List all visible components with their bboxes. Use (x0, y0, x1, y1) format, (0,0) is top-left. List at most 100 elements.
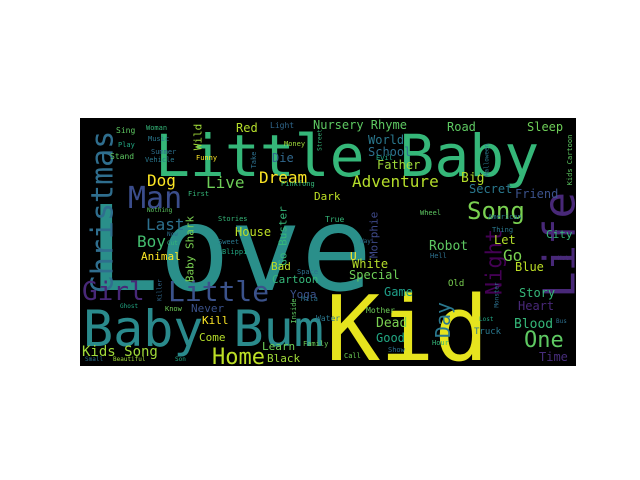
word-stories: Stories (218, 215, 248, 223)
word-last: Last (146, 215, 185, 234)
word-vehicle: Vehicle (145, 156, 175, 164)
word-white: White (352, 257, 388, 271)
word-music: Music (148, 135, 169, 143)
word-stand: Stand (110, 152, 134, 161)
word-beautiful: Beautiful (113, 356, 146, 363)
word-friend: Friend (515, 187, 558, 201)
word-special: Special (349, 268, 400, 282)
word-killer: Killer (157, 279, 164, 301)
word-american: American (488, 213, 522, 221)
word-big: Big (461, 171, 484, 186)
word-monster: Monster (494, 282, 501, 308)
word-family: Family (303, 340, 328, 348)
word-road: Road (447, 120, 476, 134)
word-school: School (368, 145, 411, 159)
word-call: Call (344, 352, 361, 360)
word-inside: Inside (290, 298, 298, 323)
word-water: Water (316, 314, 340, 323)
word-game: Game (384, 285, 413, 299)
word-truck: Truck (474, 327, 502, 337)
word-kill: Kill (202, 314, 229, 327)
word-red: Red (236, 121, 258, 135)
word-small: Small (85, 356, 103, 363)
word-go: Go (503, 246, 522, 265)
word-pinkfong: Pinkfong (281, 180, 315, 188)
word-yoga: Yoga (290, 288, 317, 301)
word-light: Light (270, 121, 294, 130)
word-come: Come (199, 331, 226, 344)
word-know: Know (165, 305, 183, 313)
word-kid: Kid (326, 277, 489, 382)
word-christmas: Christmas (86, 131, 121, 294)
word-black: Black (267, 352, 300, 365)
word-sweet: Sweet (218, 238, 239, 246)
word-never: Never (191, 302, 224, 315)
word-wheel: Wheel (420, 209, 441, 217)
word-man: Man (128, 181, 182, 216)
word-kids-song: Kids Song (82, 344, 158, 360)
word-sleep: Sleep (527, 120, 563, 134)
word-hour: Hour (432, 339, 449, 347)
word-way: Way (360, 238, 371, 245)
word-let: Let (494, 233, 516, 247)
word-good: Good (376, 331, 405, 345)
word-dead: Dead (376, 316, 407, 331)
word-take: Take (250, 152, 258, 169)
word-u: U (350, 250, 357, 263)
word-mother: Mother (366, 306, 395, 315)
word-summer: Summer (151, 148, 176, 156)
word-robot: Robot (429, 239, 468, 254)
word-boy: Boy (137, 232, 166, 251)
word-now: Now (167, 231, 178, 238)
word-house: House (235, 225, 271, 239)
word-cartoon: Cartoon (272, 273, 318, 286)
word-old: Old (448, 279, 464, 289)
word-play: Play (118, 141, 135, 149)
word-home: Home (212, 345, 265, 370)
word-thing: Thing (492, 226, 513, 234)
word-one: One (524, 328, 564, 353)
word-nursery-rhyme: Nursery Rhyme (313, 118, 407, 132)
word-woman: Woman (146, 124, 167, 132)
word-animal: Animal (141, 250, 181, 263)
word-heart: Heart (518, 299, 554, 313)
word-sing: Sing (116, 126, 135, 135)
word-funny: Funny (196, 154, 217, 162)
word-dark: Dark (314, 190, 341, 203)
word-song: Song (467, 197, 525, 225)
word-wild: Wild (192, 124, 205, 151)
word-girl: Girl (82, 277, 145, 307)
word-evil: Evil (376, 154, 393, 162)
word-first: First (188, 190, 209, 198)
word-bad: Bad (271, 260, 291, 273)
word-kids-cartoon: Kids Cartoon (566, 135, 574, 186)
word-hot: Hot (558, 255, 569, 262)
word-day: Day (431, 302, 455, 338)
word-show: Show (388, 346, 406, 354)
word-cloud-background (80, 118, 576, 366)
word-baby-shark: Baby Shark (184, 216, 197, 283)
word-money: Money (284, 140, 305, 148)
word-little: Little (168, 275, 269, 308)
word-city: City (546, 228, 573, 241)
word-story: Story (519, 286, 555, 300)
word-world: World (368, 133, 404, 147)
word-baby-bum: Baby Bum (83, 300, 324, 358)
word-time: Time (539, 350, 568, 364)
word-learn: Learn (262, 340, 295, 353)
word-bus: Bus (556, 318, 567, 325)
word-son: Son (175, 356, 186, 363)
word-father: Father (377, 158, 420, 172)
word-blippi: Blippi (222, 248, 247, 256)
word-halloween: Halloween (484, 143, 491, 176)
word-cut: Cut (167, 240, 178, 247)
word-little-baby: Little Baby (155, 122, 539, 190)
word-love: Love (88, 180, 372, 318)
word-blood: Blood (514, 317, 553, 332)
word-true: True (325, 215, 344, 224)
word-go-buster: Go Buster (277, 206, 290, 266)
word-street: Street (317, 129, 324, 151)
word-ghost: Ghost (120, 303, 138, 310)
